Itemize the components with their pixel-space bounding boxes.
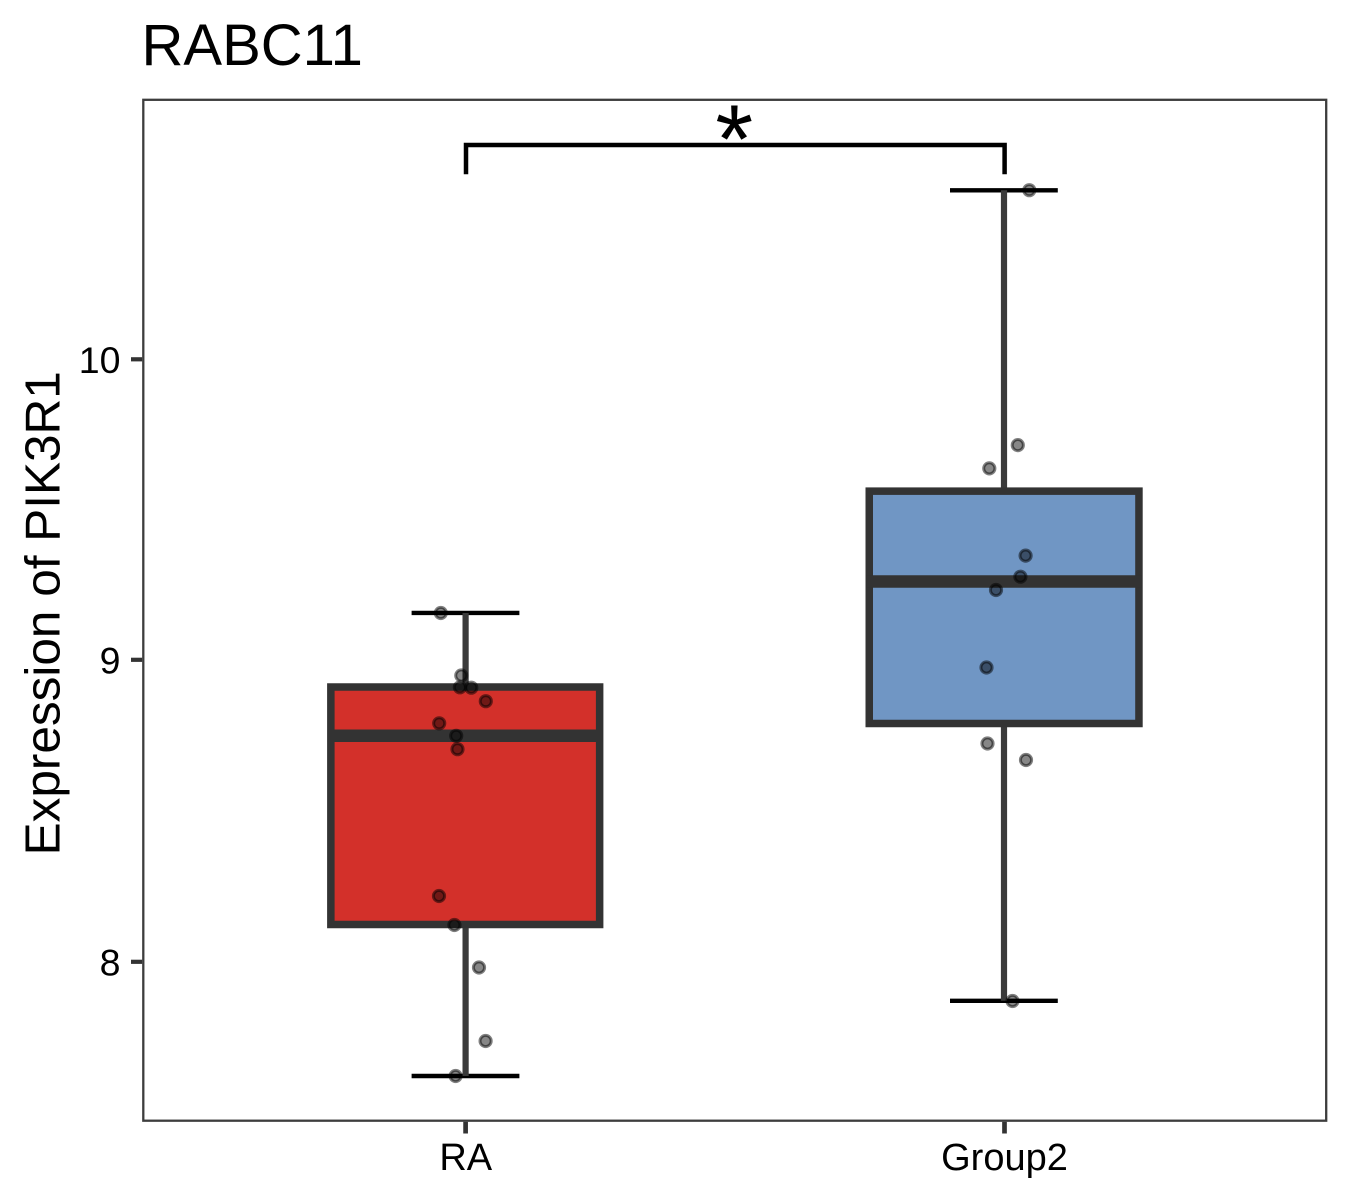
svg-text:RA: RA	[439, 1137, 492, 1179]
svg-text:Expression of PIK3R1: Expression of PIK3R1	[15, 371, 70, 855]
svg-text:Group2: Group2	[941, 1137, 1068, 1179]
svg-text:*: *	[715, 85, 753, 194]
svg-text:8: 8	[100, 942, 121, 984]
svg-text:10: 10	[79, 339, 121, 381]
svg-text:RABC11: RABC11	[142, 13, 363, 78]
svg-text:9: 9	[100, 640, 121, 682]
